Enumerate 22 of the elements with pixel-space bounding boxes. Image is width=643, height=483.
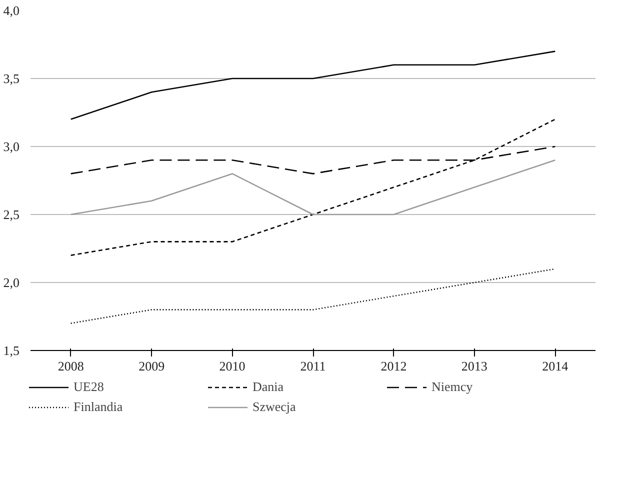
x-tick-label: 2009	[138, 358, 165, 374]
x-tick-label: 2008	[58, 358, 84, 374]
x-tick-label: 2011	[300, 358, 326, 374]
y-tick-label: 3,5	[3, 71, 20, 86]
line-series	[70, 268, 556, 324]
x-tick-label: 2013	[461, 358, 488, 374]
y-tick-label: 4,0	[3, 3, 20, 18]
x-tick-label: 2010	[219, 358, 246, 374]
y-tick-label: 2,5	[3, 207, 20, 222]
line-series	[70, 118, 556, 256]
legend-label: Finlandia	[74, 399, 124, 415]
y-tick-label: 3,0	[3, 139, 20, 154]
legend-label: UE28	[74, 379, 105, 395]
y-tick-label: 2,0	[3, 275, 20, 290]
y-tick-label: 1,5	[3, 343, 20, 358]
line-series	[70, 50, 556, 120]
legend-label: Niemcy	[432, 379, 474, 395]
legend-label: Szwecja	[252, 399, 297, 415]
legend-label: Dania	[252, 379, 285, 395]
line-series	[70, 159, 556, 216]
x-tick-label: 2012	[380, 358, 407, 374]
x-tick-label: 2014	[542, 358, 569, 374]
